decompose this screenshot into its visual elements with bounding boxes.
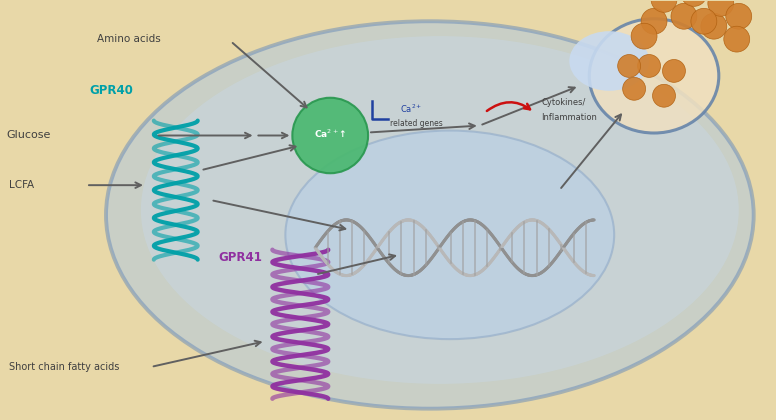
Circle shape [663,60,685,82]
Circle shape [641,8,667,34]
Circle shape [293,98,368,173]
Circle shape [651,0,677,12]
Text: related genes: related genes [390,119,443,128]
Text: Inflammation: Inflammation [542,113,598,122]
Circle shape [622,77,646,100]
Text: LCFA: LCFA [9,180,34,190]
Circle shape [726,3,752,29]
Ellipse shape [589,19,719,133]
Circle shape [638,55,660,77]
Ellipse shape [286,131,614,339]
Circle shape [701,13,727,39]
Circle shape [681,0,707,6]
Text: Ca$^{2+}$: Ca$^{2+}$ [400,102,422,115]
Text: Short chain fatty acids: Short chain fatty acids [9,362,120,372]
Circle shape [708,0,734,16]
Circle shape [653,84,675,107]
Circle shape [724,26,750,52]
Text: Amino acids: Amino acids [97,34,161,44]
Text: Glucose: Glucose [6,131,50,141]
Text: GPR40: GPR40 [89,84,133,97]
Circle shape [618,55,641,77]
Text: Cytokines/: Cytokines/ [542,98,586,107]
Text: Ca$^{2+}$↑: Ca$^{2+}$↑ [314,127,347,140]
Ellipse shape [570,31,649,91]
Text: GPR41: GPR41 [219,251,262,264]
Circle shape [671,3,697,29]
Ellipse shape [106,21,753,409]
Circle shape [631,23,657,49]
Ellipse shape [141,36,739,384]
Circle shape [691,8,717,34]
